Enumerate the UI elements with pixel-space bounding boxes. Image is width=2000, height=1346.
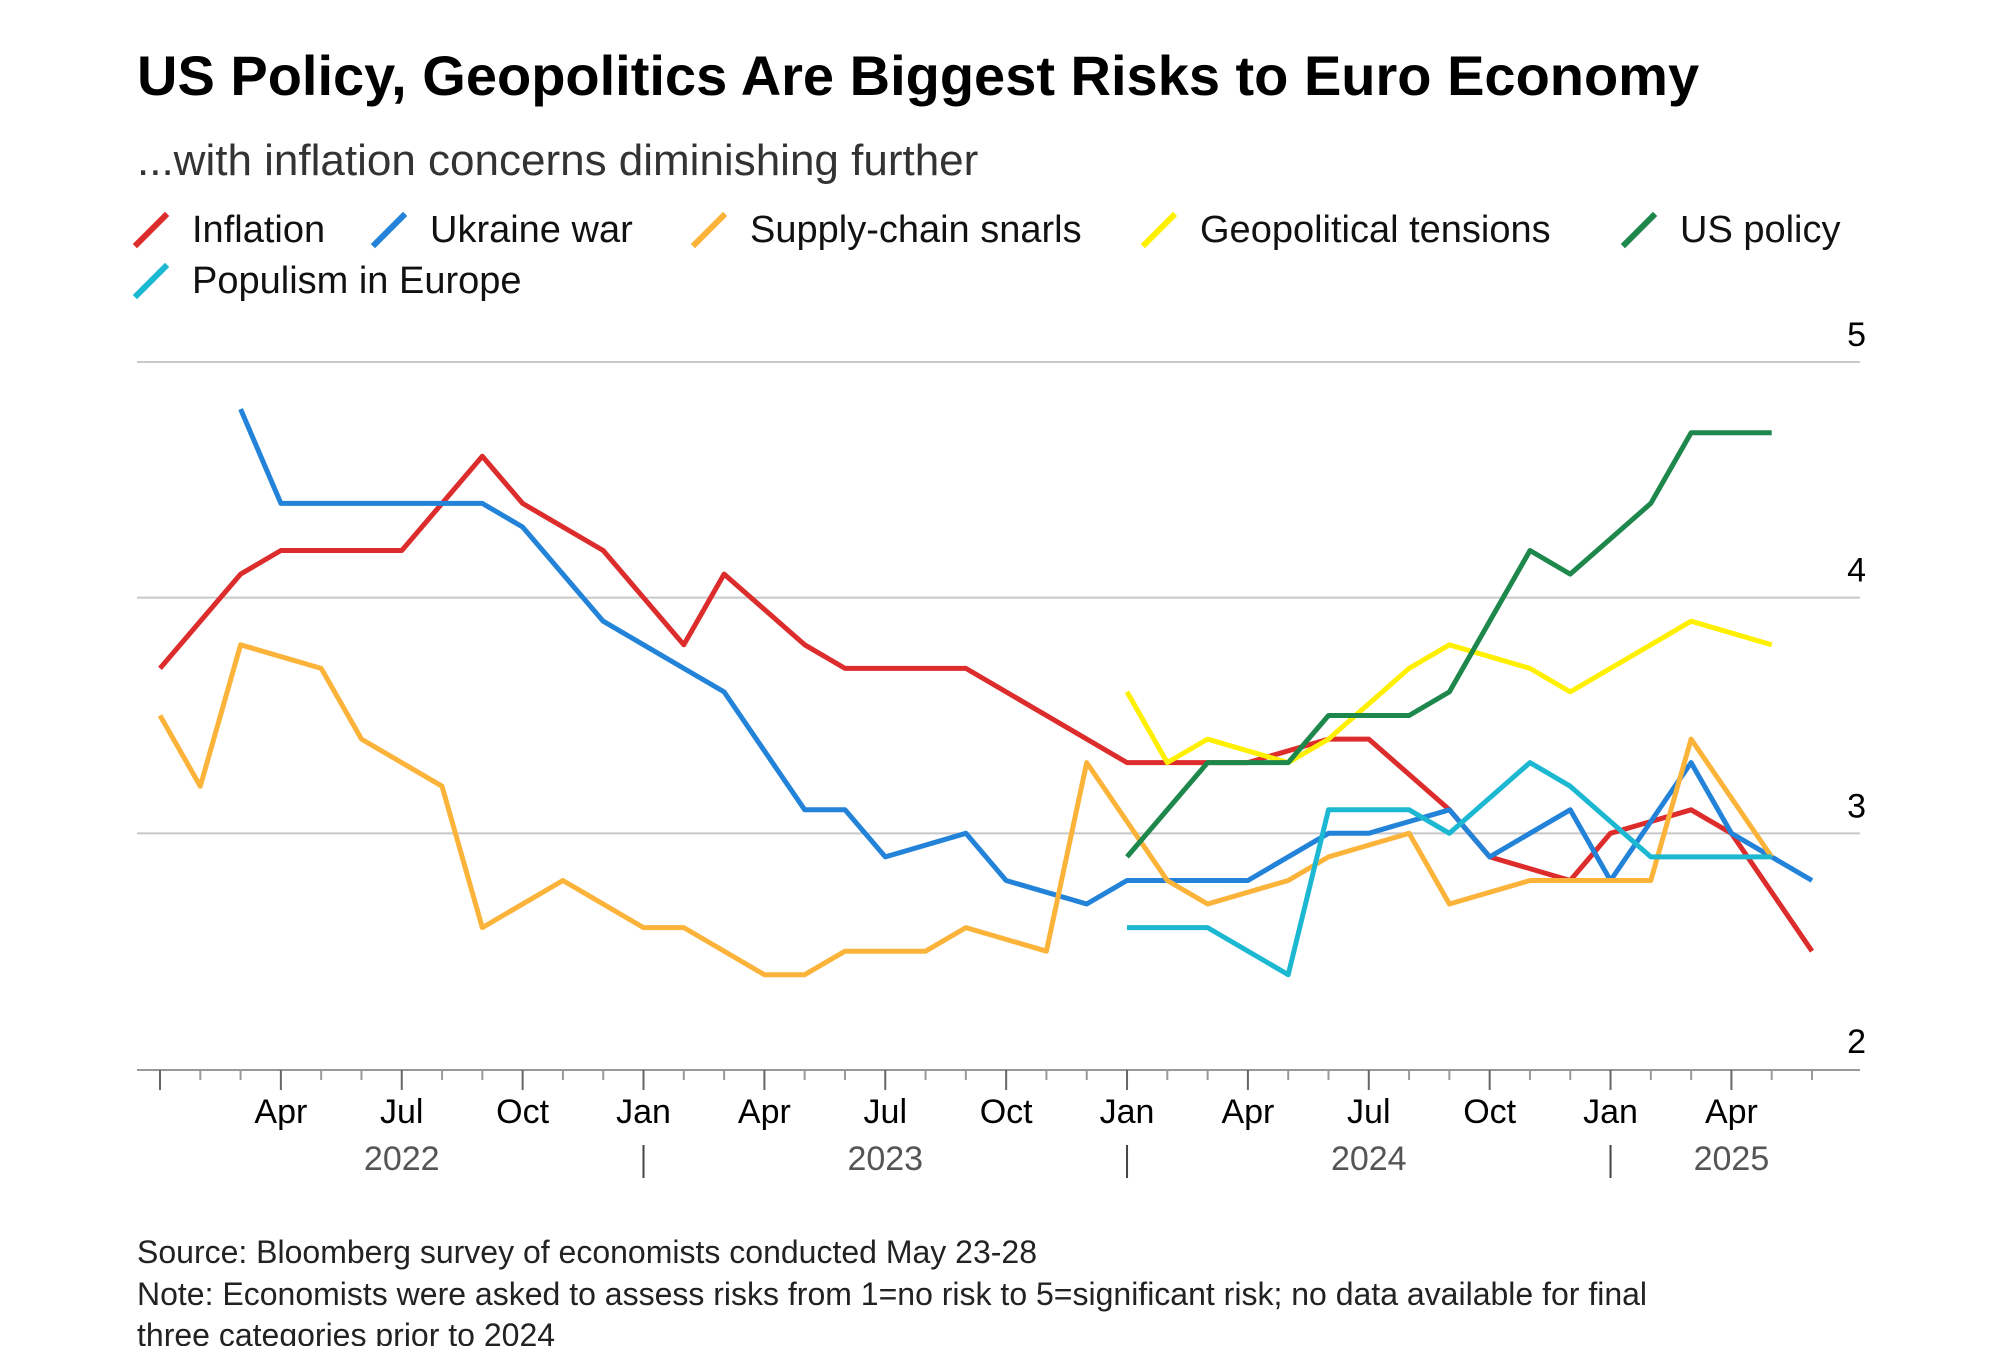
chart-subtitle: ...with inflation concerns diminishing f… (137, 136, 978, 185)
year-label: 2022 (364, 1140, 440, 1178)
year-label: 2024 (1331, 1140, 1407, 1178)
legend-label: Inflation (192, 209, 325, 251)
x-tick-label: Apr (1221, 1093, 1274, 1131)
gridlines (137, 361, 1860, 835)
x-tick-label: Apr (1705, 1093, 1758, 1131)
y-tick-label: 5 (1847, 316, 1866, 354)
y-axis-labels: 2 3 4 5 (1847, 316, 1866, 1061)
legend-item: US policy (1620, 209, 1841, 251)
legend-swatch (1140, 211, 1178, 249)
y-tick-label: 4 (1847, 552, 1866, 590)
legend-swatch (370, 211, 408, 249)
note-line-2: three categories prior to 2024 (137, 1317, 555, 1346)
x-tick-label: Jan (616, 1093, 671, 1131)
legend-label: Ukraine war (430, 209, 633, 251)
series-line-geopolitical-tensions (1124, 618, 1773, 766)
series-line-ukraine-war (238, 408, 1814, 907)
note-line-1: Note: Economists were asked to assess ri… (137, 1276, 1647, 1312)
legend-item: Ukraine war (370, 209, 633, 251)
legend-swatch (1620, 211, 1658, 249)
x-tick-label: Apr (254, 1093, 307, 1131)
x-tick-label: Jan (1100, 1093, 1155, 1131)
legend-item: Supply-chain snarls (690, 209, 1082, 251)
source-note: Source: Bloomberg survey of economists c… (137, 1234, 1037, 1270)
legend-swatch (132, 211, 170, 249)
legend-item: Geopolitical tensions (1140, 209, 1551, 251)
x-tick-label: Oct (980, 1093, 1033, 1131)
series-line-us-policy (1125, 430, 1772, 859)
series-line-supply-chain-snarls (157, 642, 1774, 978)
legend-label: Supply-chain snarls (750, 209, 1082, 251)
series-line-inflation (158, 453, 1815, 953)
x-tick-label: Jul (864, 1093, 907, 1131)
legend-item: Inflation (132, 209, 325, 251)
x-tick-label: Oct (1463, 1093, 1516, 1131)
x-tick-label: Oct (496, 1093, 549, 1131)
x-tick-label: Apr (738, 1093, 791, 1131)
y-tick-label: 3 (1847, 787, 1866, 825)
legend-label: US policy (1680, 209, 1841, 251)
legend-label: Populism in Europe (192, 260, 522, 302)
legend: Inflation Ukraine war Supply-chain snarls G… (132, 209, 1841, 302)
legend-swatch (690, 211, 728, 249)
x-tick-label: Jul (1347, 1093, 1390, 1131)
year-label: 2023 (847, 1140, 923, 1178)
x-axis: Apr Jul Oct Jan Apr Jul Oct Jan Apr Jul Oct Jan Apr 2… (137, 1069, 1860, 1178)
x-tick-label: Jul (380, 1093, 423, 1131)
series-lines (157, 408, 1815, 978)
y-tick-label: 2 (1847, 1023, 1866, 1061)
series-line-populism-in-europe (1127, 760, 1772, 978)
legend-item: Populism in Europe (132, 260, 522, 302)
year-label: 2025 (1694, 1140, 1770, 1178)
legend-swatch (132, 262, 170, 300)
legend-label: Geopolitical tensions (1200, 209, 1551, 251)
x-tick-label: Jan (1583, 1093, 1638, 1131)
chart-title: US Policy, Geopolitics Are Biggest Risks… (137, 44, 1699, 107)
